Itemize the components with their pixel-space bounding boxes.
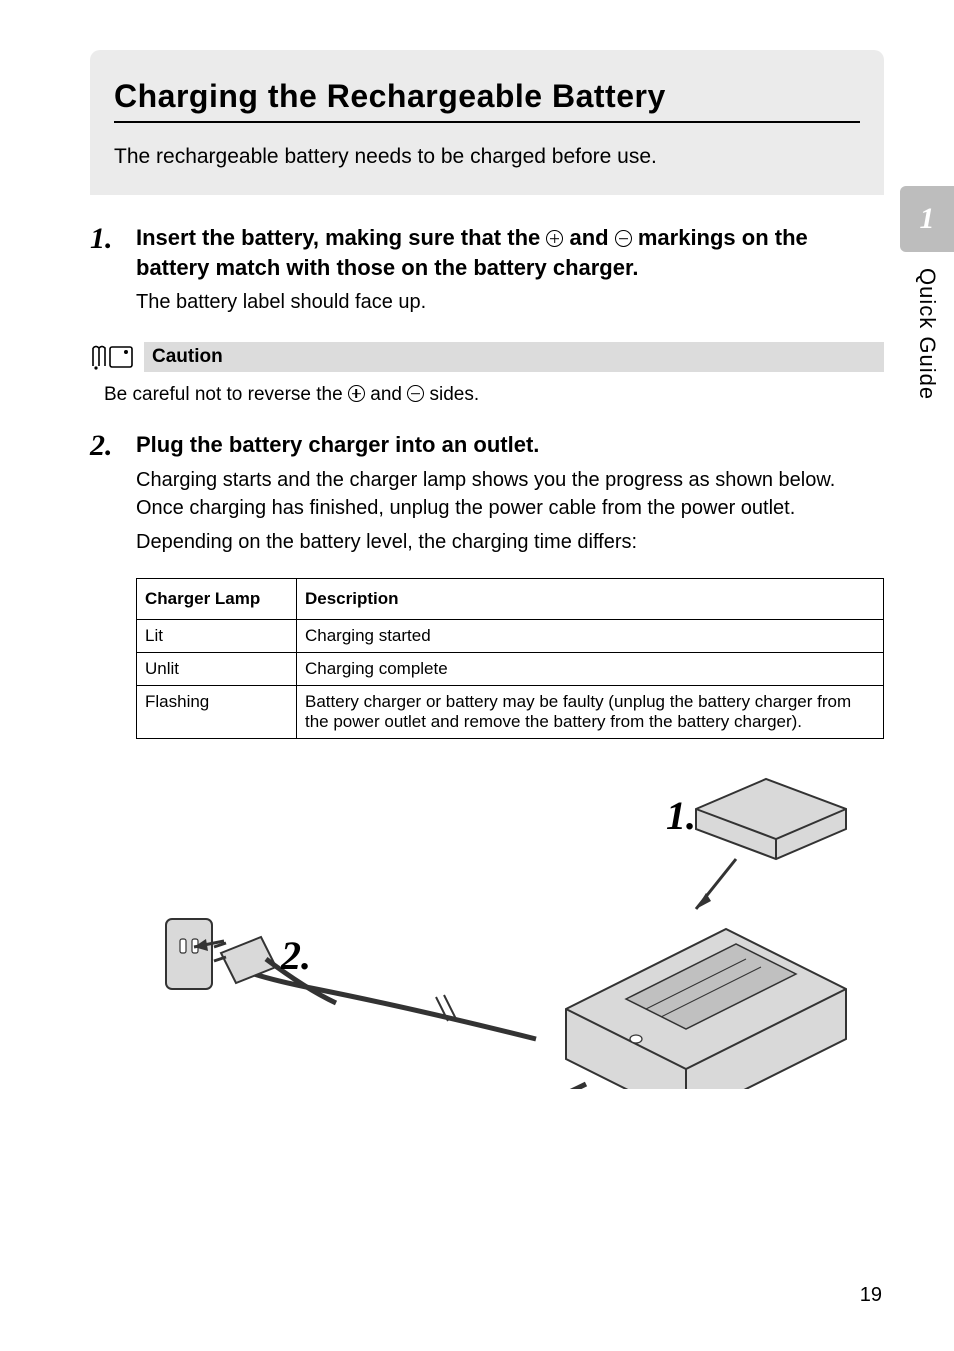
intro-text: The rechargeable battery needs to be cha… — [114, 145, 860, 169]
caution-text-b: and — [370, 384, 407, 405]
step-2-title: Plug the battery charger into an outlet. — [136, 430, 884, 460]
table-header-lamp: Charger Lamp — [137, 579, 297, 620]
table-cell: Battery charger or battery may be faulty… — [297, 686, 884, 739]
chapter-tab: 1 Quick Guide — [900, 186, 954, 400]
table-cell: Charging started — [297, 620, 884, 653]
diagram-callout-2: 2. — [280, 933, 311, 978]
caution-text-a: Be careful not to reverse the — [104, 384, 348, 405]
table-row: Flashing Battery charger or battery may … — [137, 686, 884, 739]
step-1-title-b: and — [569, 225, 614, 250]
chapter-number: 1 — [920, 202, 935, 236]
table-cell: Lit — [137, 620, 297, 653]
table-cell: Flashing — [137, 686, 297, 739]
caution-icon — [90, 344, 134, 370]
step-2-sub: Charging starts and the charger lamp sho… — [136, 466, 884, 522]
chapter-number-box: 1 — [900, 186, 954, 252]
step-2-sub2: Depending on the battery level, the char… — [136, 528, 884, 556]
table-row: Unlit Charging complete — [137, 653, 884, 686]
plus-icon — [546, 230, 563, 247]
caution-label-wrap: Caution — [144, 342, 884, 372]
step-1: 1. Insert the battery, making sure that … — [90, 223, 884, 316]
step-1-sub: The battery label should face up. — [136, 288, 884, 316]
minus-icon — [407, 385, 424, 402]
step-1-title-a: Insert the battery, making sure that the — [136, 225, 546, 250]
caution-text-c: sides. — [430, 384, 480, 405]
caution-row: Caution — [90, 342, 884, 372]
charger-diagram: 1. — [136, 769, 884, 1094]
table-cell: Charging complete — [297, 653, 884, 686]
table-row: Lit Charging started — [137, 620, 884, 653]
plus-icon — [348, 385, 365, 402]
caution-text: Be careful not to reverse the and sides. — [104, 384, 884, 406]
step-2-number: 2. — [90, 430, 136, 556]
table-header-desc: Description — [297, 579, 884, 620]
step-1-number: 1. — [90, 223, 136, 316]
caution-label: Caution — [152, 346, 223, 367]
diagram-callout-1: 1. — [666, 793, 696, 838]
step-1-title: Insert the battery, making sure that the… — [136, 223, 884, 282]
step-2: 2. Plug the battery charger into an outl… — [90, 430, 884, 556]
table-header-row: Charger Lamp Description — [137, 579, 884, 620]
charger-lamp-table: Charger Lamp Description Lit Charging st… — [136, 578, 884, 739]
header-box: Charging the Rechargeable Battery The re… — [90, 50, 884, 195]
chapter-label: Quick Guide — [914, 268, 940, 400]
minus-icon — [615, 230, 632, 247]
page-number: 19 — [860, 1284, 882, 1307]
table-cell: Unlit — [137, 653, 297, 686]
section-title: Charging the Rechargeable Battery — [114, 78, 860, 123]
